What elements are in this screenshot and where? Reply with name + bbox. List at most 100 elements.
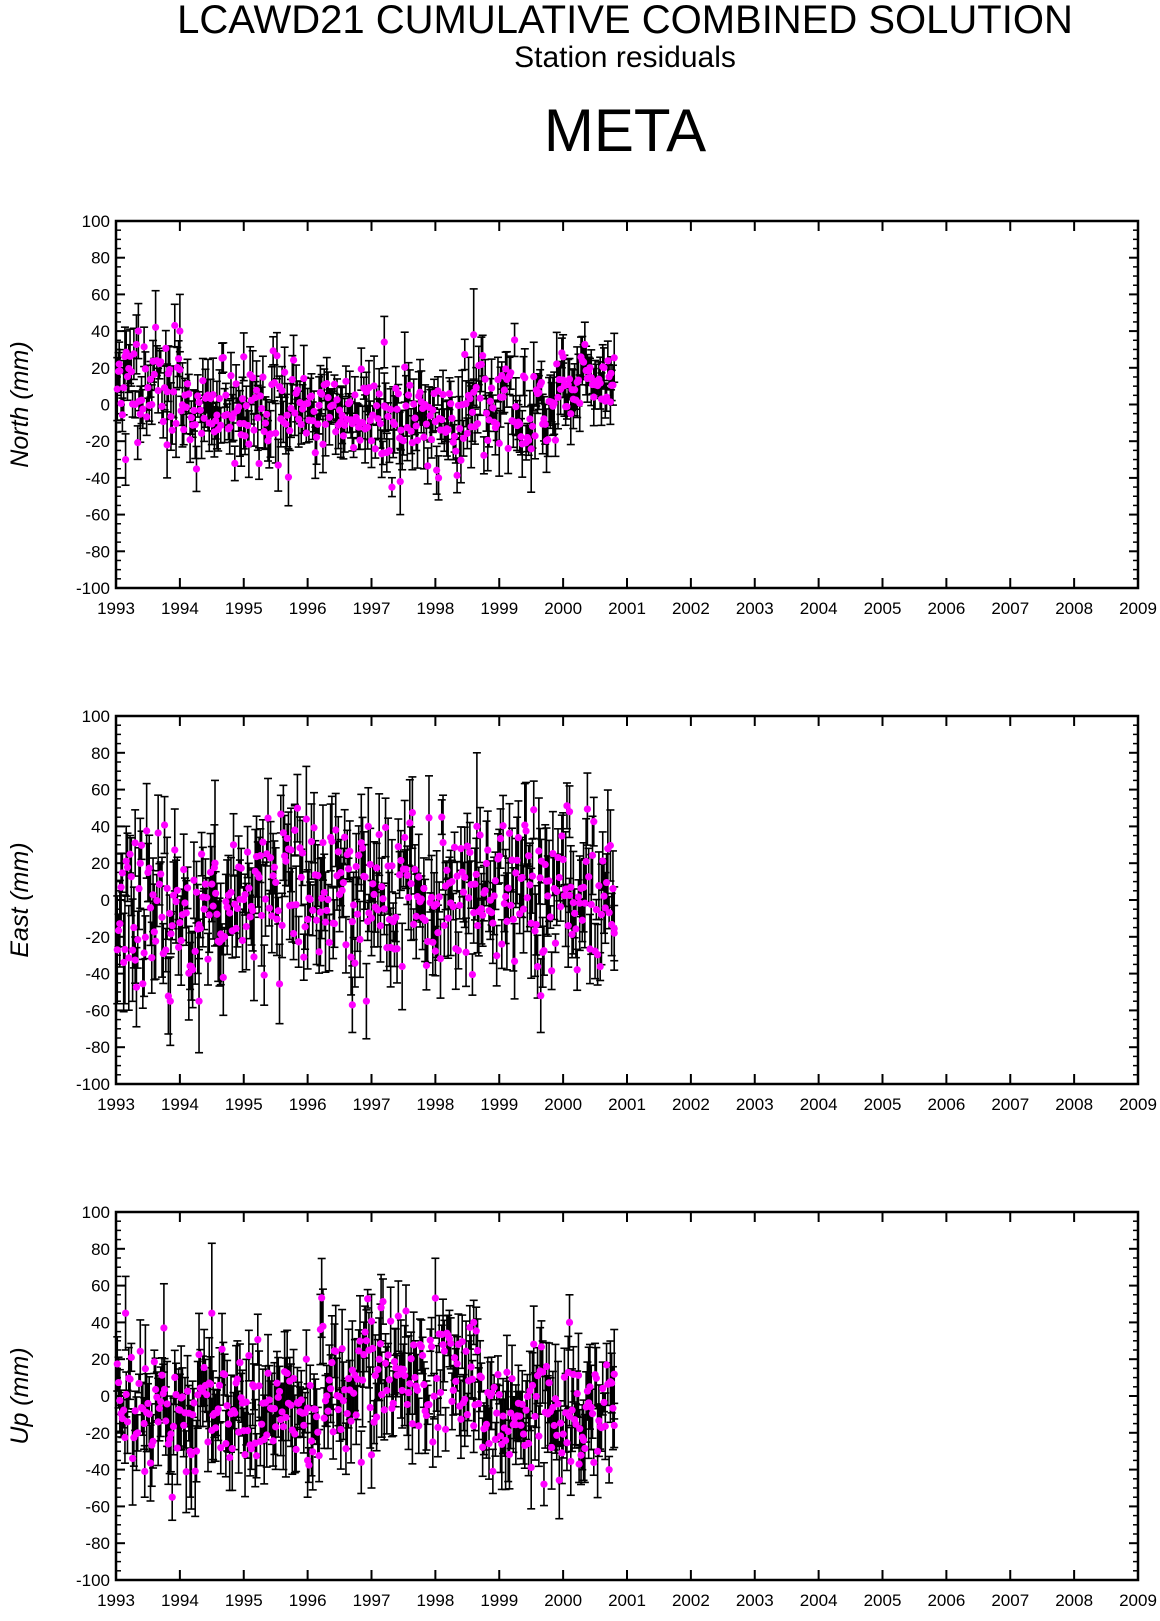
x-tick-label: 1997	[353, 599, 391, 618]
data-point	[126, 850, 134, 858]
data-point	[166, 366, 174, 374]
data-point	[291, 1430, 299, 1438]
data-point	[192, 1447, 201, 1455]
data-point	[146, 904, 155, 912]
data-point	[493, 952, 501, 960]
data-point	[134, 936, 142, 944]
data-point	[146, 1459, 155, 1467]
data-point	[411, 865, 419, 873]
data-point	[127, 368, 135, 376]
data-point	[450, 432, 459, 440]
data-point	[599, 857, 607, 865]
data-point	[277, 810, 285, 818]
data-point	[227, 372, 235, 380]
data-point	[140, 343, 148, 351]
data-point	[169, 891, 178, 899]
data-point	[243, 1426, 252, 1435]
data-point	[476, 831, 484, 839]
data-point	[201, 880, 210, 888]
data-point	[551, 939, 560, 947]
y-tick-label: 40	[91, 322, 110, 341]
data-point	[116, 367, 124, 375]
data-point	[160, 1385, 169, 1393]
x-tick-label: 1997	[353, 1095, 391, 1114]
data-point	[444, 914, 452, 922]
y-tick-label: -20	[85, 432, 110, 451]
data-point	[579, 358, 588, 366]
data-point	[172, 1391, 180, 1399]
data-point	[376, 922, 385, 930]
data-point	[568, 930, 576, 939]
data-point	[282, 420, 290, 428]
data-point	[553, 887, 561, 896]
data-point	[270, 1404, 279, 1413]
x-tick-label: 1993	[97, 1591, 135, 1610]
data-point	[351, 959, 359, 967]
x-tick-label: 1994	[161, 1591, 199, 1610]
chart-title: LCAWD21 CUMULATIVE COMBINED SOLUTION	[177, 0, 1073, 42]
data-point	[587, 900, 595, 909]
data-point	[356, 935, 364, 943]
data-point	[155, 1404, 164, 1412]
data-point	[141, 365, 149, 373]
data-point	[528, 872, 537, 880]
data-point	[127, 1353, 135, 1361]
data-point	[135, 885, 143, 893]
data-point	[196, 406, 204, 414]
data-point	[468, 970, 477, 979]
data-point	[226, 423, 234, 431]
data-point	[232, 380, 240, 388]
data-point	[195, 398, 203, 407]
data-point	[121, 945, 129, 954]
data-point	[306, 895, 314, 904]
data-point	[273, 915, 281, 923]
data-point	[581, 899, 589, 907]
x-tick-label: 2000	[544, 1591, 582, 1610]
data-point	[559, 855, 567, 864]
data-point	[255, 873, 263, 881]
data-point	[590, 818, 598, 826]
data-point	[344, 865, 353, 873]
data-point	[334, 848, 342, 856]
data-point	[499, 822, 507, 830]
data-point	[302, 429, 310, 437]
data-point	[206, 1380, 215, 1388]
data-point	[373, 402, 381, 410]
data-point	[443, 866, 451, 874]
data-point	[224, 1420, 233, 1428]
data-point	[143, 413, 151, 421]
data-point	[325, 938, 333, 947]
data-point	[335, 406, 344, 414]
data-point	[260, 427, 268, 436]
data-point	[417, 895, 425, 903]
data-point	[266, 854, 275, 862]
data-point	[388, 483, 396, 491]
data-point	[226, 909, 234, 917]
data-point	[197, 429, 206, 437]
data-point	[149, 891, 157, 899]
data-point	[278, 921, 286, 930]
data-point	[122, 857, 130, 865]
data-point	[595, 882, 603, 890]
data-point	[321, 420, 330, 428]
data-point	[404, 391, 413, 399]
data-point	[347, 953, 355, 961]
y-tick-label: -40	[85, 965, 110, 984]
y-tick-label: -40	[85, 1461, 110, 1480]
data-point	[404, 893, 413, 902]
data-point	[166, 997, 174, 1005]
data-point	[256, 392, 264, 400]
data-point	[369, 880, 377, 888]
data-point	[182, 909, 190, 917]
data-point	[311, 449, 319, 457]
data-point	[357, 839, 365, 847]
data-point	[528, 422, 537, 430]
data-point	[297, 873, 305, 881]
data-point	[495, 852, 503, 860]
data-point	[472, 870, 480, 879]
data-point	[274, 907, 282, 915]
data-point	[131, 1407, 139, 1415]
data-point	[517, 433, 525, 441]
data-point	[472, 383, 480, 392]
